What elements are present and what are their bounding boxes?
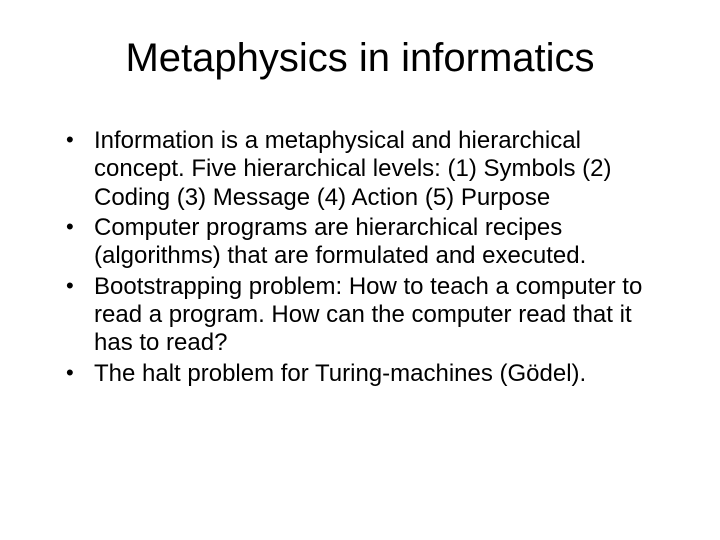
list-item: Information is a metaphysical and hierar… [64, 127, 670, 212]
list-item: The halt problem for Turing-machines (Gö… [64, 360, 670, 388]
slide-title: Metaphysics in informatics [50, 36, 670, 81]
bullet-list: Information is a metaphysical and hierar… [50, 127, 670, 388]
list-item: Bootstrapping problem: How to teach a co… [64, 273, 670, 358]
list-item: Computer programs are hierarchical recip… [64, 214, 670, 271]
slide-container: Metaphysics in informatics Information i… [0, 0, 720, 540]
